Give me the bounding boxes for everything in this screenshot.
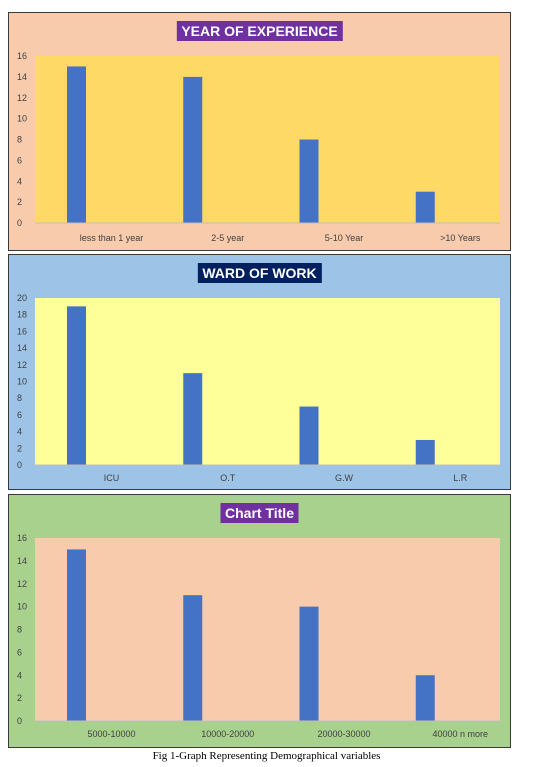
chart-title: Chart Title [220,503,299,523]
y-tick-label: 6 [17,647,22,657]
y-tick-label: 14 [17,343,27,353]
x-tick-label: G.W [335,473,354,483]
bar [415,675,435,721]
chart-panel-experience: YEAR OF EXPERIENCE 0 2 4 6 8 10 12 14 16 less tha… [8,12,511,251]
y-tick-label: 18 [17,310,27,320]
y-tick-label: 12 [17,93,27,103]
y-tick-label: 4 [17,670,22,680]
y-tick-label: 6 [17,410,22,420]
x-tick-label: less than 1 year [80,233,144,243]
y-tick-label: 4 [17,427,22,437]
bar [183,595,203,721]
y-tick-label: 16 [17,326,27,336]
x-tick-label: 2-5 year [211,233,244,243]
bar [299,406,319,465]
y-tick-label: 8 [17,393,22,403]
y-tick-label: 10 [17,602,27,612]
x-tick-label: 5-10 Year [325,233,364,243]
x-tick-label: O.T [220,473,236,483]
y-tick-label: 0 [17,218,22,228]
y-tick-label: 10 [17,377,27,387]
y-tick-label: 20 [17,293,27,303]
y-tick-label: 8 [17,135,22,145]
chart-title: WARD OF WORK [197,263,322,283]
bar [67,549,86,721]
x-tick-label: 20000-30000 [317,729,370,739]
x-tick-label: >10 Years [440,233,481,243]
y-tick-label: 16 [17,51,27,61]
y-tick-label: 12 [17,579,27,589]
bar-chart-income: 0 2 4 6 8 10 12 14 16 5000-10000 10000-20000 20000-… [17,533,500,739]
bar [67,66,86,223]
bar [67,306,86,465]
bar-chart-experience: 0 2 4 6 8 10 12 14 16 less than 1 year 2-5 year 5-1… [17,51,500,243]
x-tick-label: 40000 n more [432,729,488,739]
chart-panel-income: Chart Title 0 2 4 6 8 10 12 14 16 5000-10000 10000… [8,494,511,748]
bar [415,439,435,465]
x-tick-label: 5000-10000 [87,729,135,739]
y-tick-label: 12 [17,360,27,370]
y-tick-label: 0 [17,716,22,726]
y-tick-label: 14 [17,556,27,566]
chart-title: YEAR OF EXPERIENCE [176,21,343,41]
bar [415,191,435,223]
x-tick-label: ICU [104,473,120,483]
x-tick-label: 10000-20000 [201,729,254,739]
y-tick-label: 14 [17,72,27,82]
y-tick-label: 0 [17,460,22,470]
y-tick-label: 16 [17,533,27,543]
y-tick-label: 10 [17,114,27,124]
y-tick-label: 8 [17,625,22,635]
bar [299,606,319,721]
bar [299,139,319,223]
x-tick-label: L.R [453,473,468,483]
figure-caption: Fig 1-Graph Representing Demographical v… [152,750,381,762]
plot-area [35,298,500,465]
y-tick-label: 4 [17,176,22,186]
chart-panel-ward: WARD OF WORK 0 2 4 6 8 10 12 14 16 18 20 ICU O.T G.W L… [8,254,511,490]
bar-chart-ward: 0 2 4 6 8 10 12 14 16 18 20 ICU O.T G.W L.R [17,293,500,483]
y-tick-label: 2 [17,197,22,207]
y-tick-label: 2 [17,443,22,453]
bar [183,76,203,223]
y-tick-label: 6 [17,155,22,165]
y-tick-label: 2 [17,693,22,703]
bar [183,373,203,465]
